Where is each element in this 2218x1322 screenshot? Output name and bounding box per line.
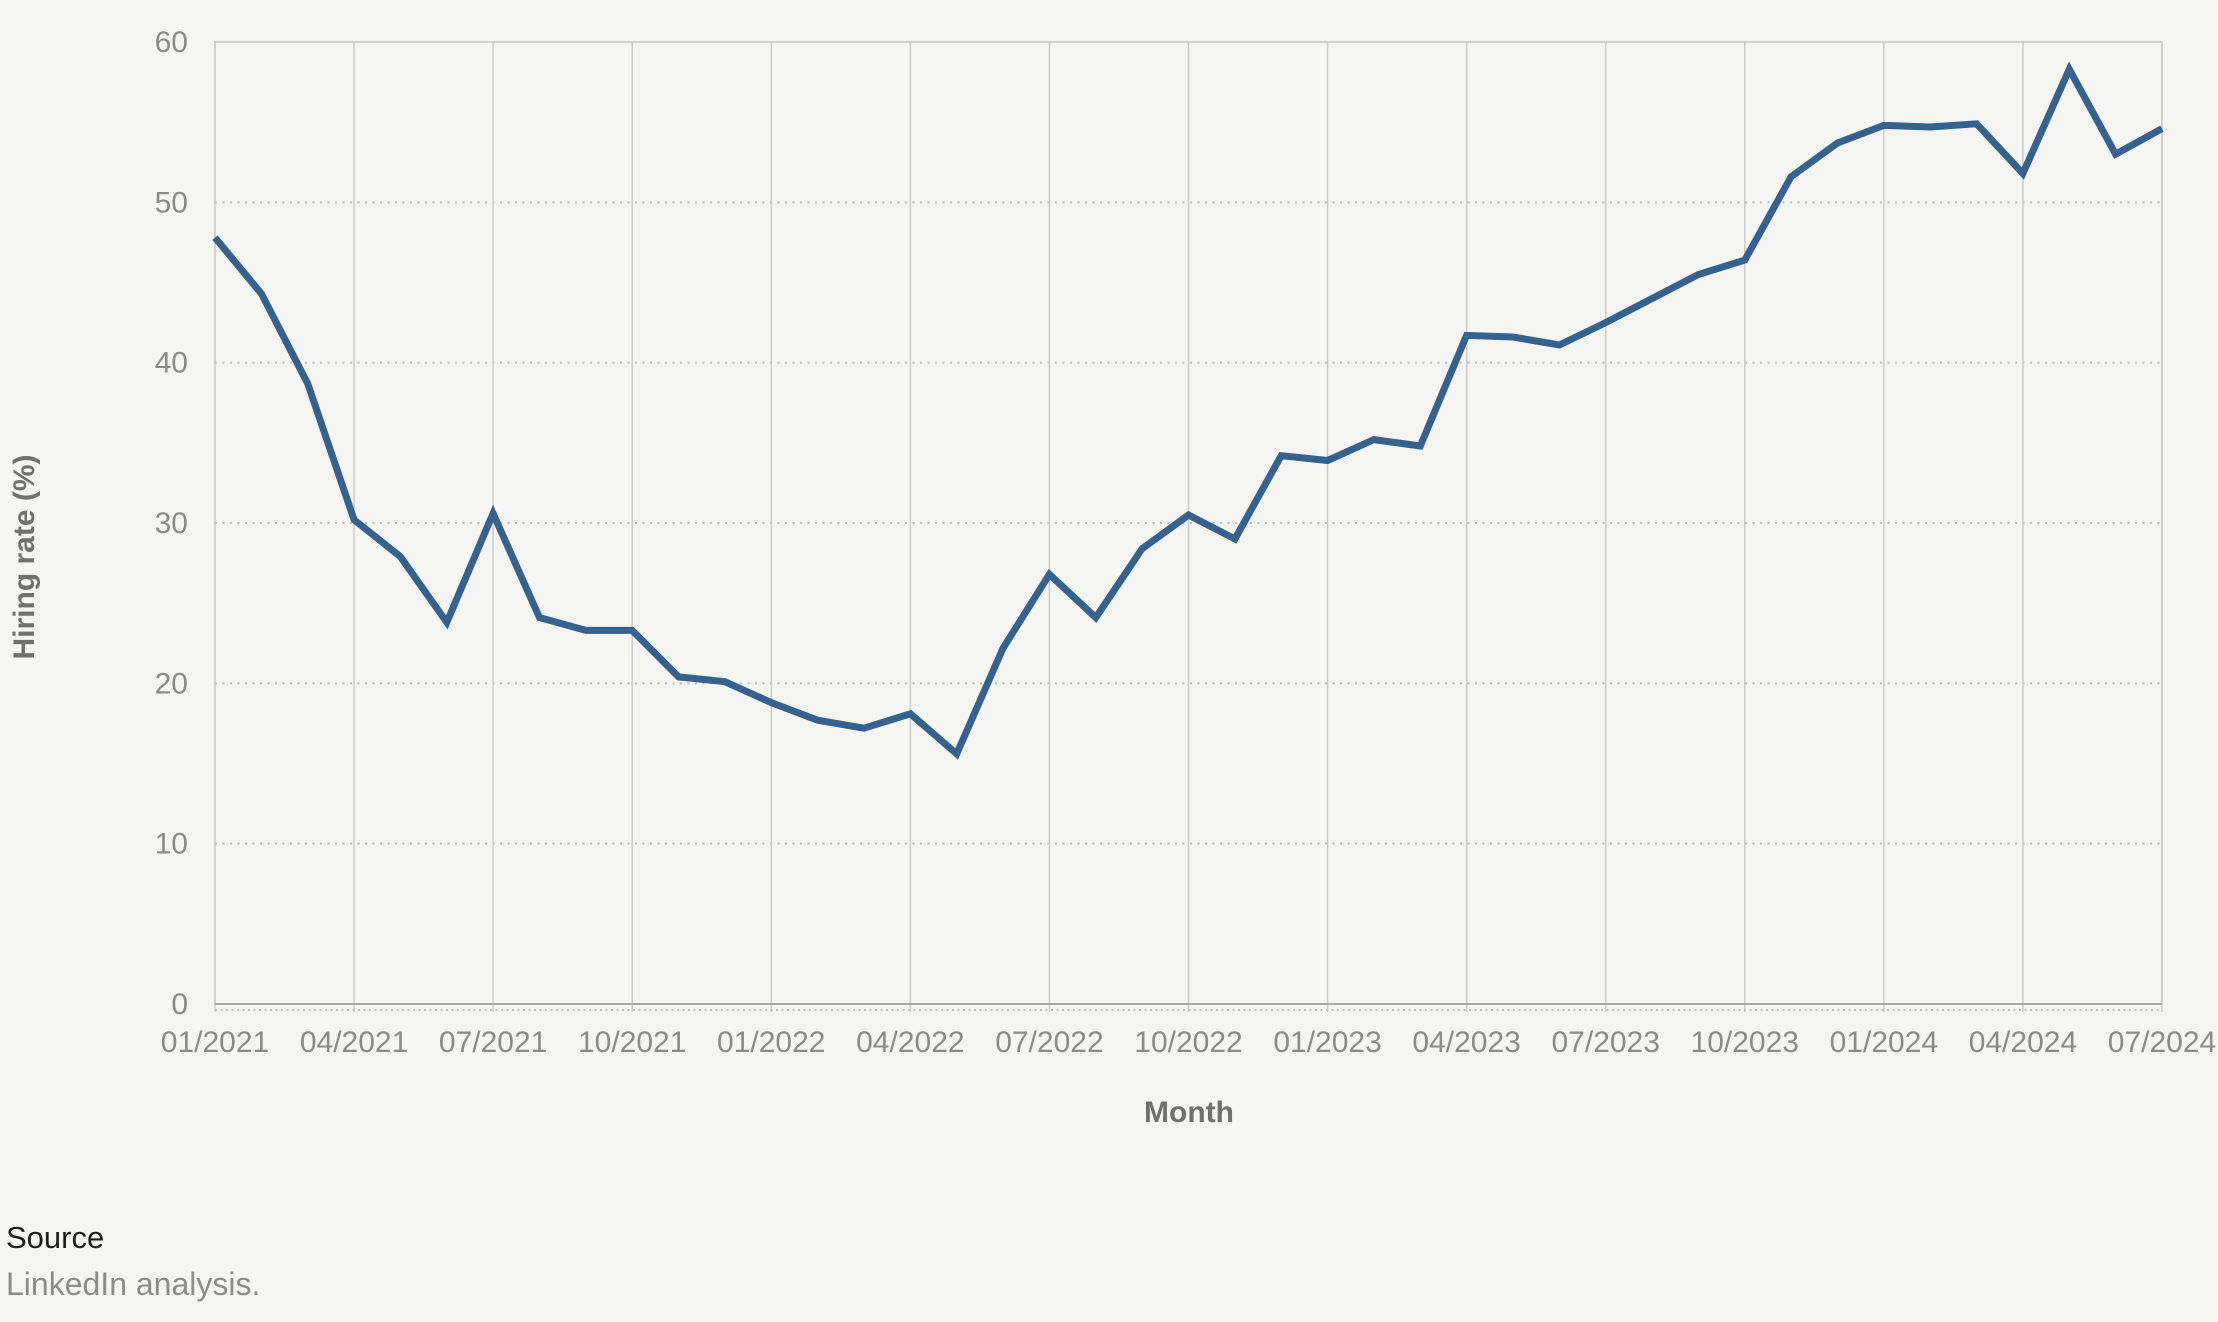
- hiring-rate-line: [212, 61, 2164, 760]
- y-tick-label: 30: [155, 507, 188, 540]
- y-tick-label: 50: [155, 186, 188, 219]
- y-tick-label: 10: [155, 828, 188, 861]
- y-tick-label: 0: [171, 988, 188, 1021]
- source-label: Source: [6, 1220, 105, 1255]
- x-tick-label: 01/2022: [717, 1026, 825, 1059]
- y-tick-label: 60: [155, 26, 188, 59]
- x-tick-label: 07/2022: [995, 1026, 1103, 1059]
- x-tick-label: 01/2024: [1830, 1026, 1938, 1059]
- source-text: LinkedIn analysis.: [6, 1265, 261, 1302]
- y-tick-label: 20: [155, 667, 188, 700]
- x-tick-label: 10/2023: [1691, 1026, 1799, 1059]
- x-tick-label: 04/2022: [856, 1026, 964, 1059]
- x-axis-title: Month: [1144, 1096, 1234, 1129]
- x-tick-label: 07/2021: [439, 1026, 547, 1059]
- x-tick-label: 07/2023: [1551, 1026, 1659, 1059]
- x-tick-label: 04/2023: [1412, 1026, 1520, 1059]
- x-tick-label: 10/2021: [578, 1026, 686, 1059]
- x-tick-label: 07/2024: [2108, 1026, 2216, 1059]
- x-tick-label: 10/2022: [1134, 1026, 1242, 1059]
- x-tick-label: 01/2023: [1273, 1026, 1381, 1059]
- x-tick-label: 04/2021: [300, 1026, 408, 1059]
- source-block: Source LinkedIn analysis.: [6, 1216, 260, 1307]
- y-tick-label: 40: [155, 347, 188, 380]
- x-tick-label: 01/2021: [161, 1026, 269, 1059]
- y-axis-title: Hiring rate (%): [8, 454, 41, 660]
- x-tick-label: 04/2024: [1969, 1026, 2077, 1059]
